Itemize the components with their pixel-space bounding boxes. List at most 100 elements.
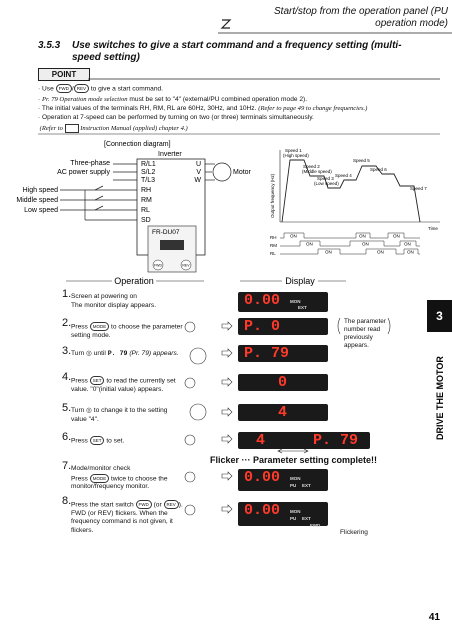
flicker-arrow — [277, 448, 309, 454]
point-item: · Operation at 7-speed can be performed … — [38, 114, 314, 121]
step-number: 5. — [62, 402, 72, 414]
text: Press — [71, 474, 88, 482]
terminal: RL — [141, 207, 150, 214]
speed-label: Speed 5 — [353, 158, 370, 163]
text: Turn — [71, 350, 85, 357]
display: 0.00 MON PU EXT FWD — [238, 502, 328, 528]
tab-number: 3 — [436, 309, 443, 323]
panel-display — [160, 240, 184, 250]
diagram-title: [Connection diagram] — [104, 141, 171, 148]
speed-label: (High speed) — [283, 153, 309, 158]
flicker-note: Flicker ··· Parameter setting complete!! — [210, 455, 378, 465]
speed-label: Speed 7 — [410, 186, 427, 191]
signal-label: RL — [270, 251, 276, 256]
shape — [221, 321, 233, 514]
terminal: RM — [141, 197, 152, 204]
shape — [280, 232, 420, 239]
indicator: EXT — [298, 305, 307, 310]
display-value: 0.00 — [244, 292, 281, 309]
terminal: V — [196, 169, 201, 176]
page-number: 41 — [429, 612, 441, 623]
shape — [189, 403, 207, 421]
time-label: Time — [428, 226, 438, 231]
step: 5. Turn ◎ to change it to the setting val… — [62, 402, 184, 424]
signal-label: RH — [270, 235, 277, 240]
text: Press — [71, 437, 88, 445]
on-label: ON — [393, 234, 400, 239]
step: 7. Mode/monitor check Press MODE twice to … — [62, 460, 184, 492]
step-text: The monitor display appears. — [71, 301, 157, 309]
shape — [189, 347, 207, 365]
step-text: Screen at powering on — [71, 293, 137, 300]
on-label: ON — [359, 234, 366, 239]
speed-label: Speed 2 — [303, 164, 320, 169]
button-icon: REV — [163, 500, 179, 509]
text: (Refer to — [39, 125, 63, 133]
terminal: T/L3 — [141, 177, 155, 184]
shape — [281, 159, 421, 223]
text: (Pr. 79) appears. — [129, 350, 179, 357]
shape — [184, 377, 196, 389]
text: Instruction Manual (applied) chapter 4.) — [80, 125, 188, 133]
button-icon: REV — [73, 84, 89, 93]
terminal: S/L2 — [141, 169, 156, 176]
on-label: ON — [290, 234, 297, 239]
button-icon: MODE — [89, 322, 110, 331]
text: ). FWD (or REV) flickers. When the frequ… — [71, 501, 183, 534]
shape — [280, 248, 420, 255]
display: P. 0 — [238, 318, 328, 335]
display-note: Flickering — [340, 529, 368, 536]
step: 1. Screen at powering on The monitor displ… — [62, 289, 184, 310]
shape: Press the start switch FWD (or REV). FWD… — [71, 500, 184, 535]
step-number: 8. — [62, 495, 72, 507]
text: Press the start switch — [71, 501, 134, 509]
on-label: ON — [362, 242, 369, 247]
shape: Press MODE twice to choose the monitor/f… — [71, 473, 184, 492]
button-icon: SET — [89, 376, 105, 385]
speed-label: Speed 4 — [335, 173, 352, 178]
code: P. 79 — [107, 350, 128, 357]
tab-label: DRIVE THE MOTOR — [435, 356, 445, 440]
shape — [280, 232, 420, 255]
on-label: ON — [407, 250, 414, 255]
section-number: 3.5.3 — [38, 40, 61, 51]
step-number: 7. — [62, 460, 72, 472]
display-value: 4 — [256, 432, 266, 449]
indicator: FWD — [310, 523, 321, 528]
power-label: Three-phase — [70, 160, 110, 167]
shape — [279, 150, 440, 223]
param: Pr. 79 Operation mode selection — [42, 96, 128, 103]
shape — [280, 240, 420, 247]
shape — [184, 471, 196, 483]
text: to change it to the setting value "4". — [71, 407, 168, 423]
indicator: MON — [290, 476, 301, 481]
logo — [220, 19, 232, 29]
indicator: MON — [290, 509, 301, 514]
book-icon — [64, 124, 79, 133]
shape — [94, 185, 104, 211]
operation-heading: Operation — [114, 276, 154, 286]
speed-label: (Middle speed) — [302, 169, 332, 174]
step-number: 4. — [62, 371, 72, 383]
display: 4 P. 79 — [238, 432, 370, 449]
shape: Turn ◎ until P. 79 (Pr. 79) appears. — [71, 350, 179, 357]
point-label: POINT — [38, 68, 90, 81]
step: 4. Press SET to read the currently set va… — [62, 371, 184, 394]
panel-button: FWD — [154, 264, 162, 268]
point-item: · Pr. 79 Operation mode selection must b… — [38, 96, 308, 103]
panel-label: FR-DU07 — [152, 229, 180, 236]
button-icon: MODE — [89, 473, 110, 483]
text: Operation at 7-speed can be performed by… — [42, 114, 314, 121]
text: Use — [42, 85, 54, 93]
step: 8. Press the start switch FWD (or REV). F… — [62, 495, 184, 535]
on-label: ON — [404, 242, 411, 247]
switch-label: Middle speed — [16, 197, 58, 204]
shape: Press SET to set. — [71, 436, 184, 446]
point-item: (Refer to Instruction Manual (applied) c… — [38, 124, 438, 133]
indicator: PU — [290, 516, 297, 521]
header-title: Start/stop from the operation panel (PU … — [274, 6, 448, 29]
button-icon: FWD — [135, 500, 152, 509]
text: Turn — [71, 407, 85, 414]
